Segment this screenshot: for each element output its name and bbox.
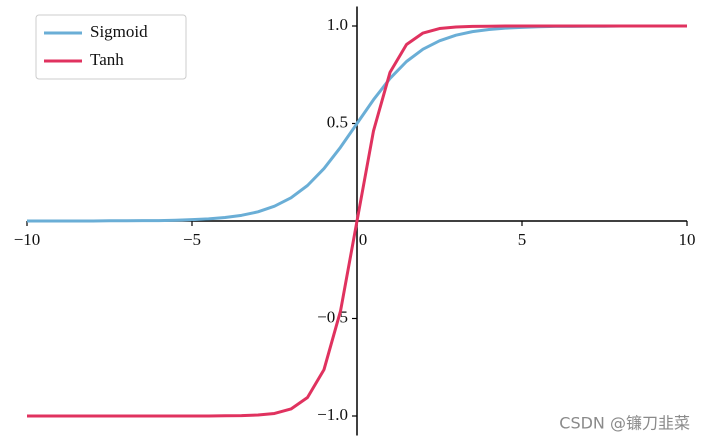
x-tick-label: −5	[183, 230, 201, 249]
y-tick-label: 0.5	[327, 112, 348, 131]
y-tick-label: −0.5	[317, 307, 348, 326]
line-series	[27, 24, 687, 418]
y-tick-label: 1.0	[327, 15, 348, 34]
x-tick-label: −10	[14, 230, 41, 249]
legend-label: Tanh	[90, 50, 124, 69]
x-tick-label: 0	[359, 230, 368, 249]
x-tick-label: 5	[518, 230, 527, 249]
y-tick-label: −1.0	[317, 405, 348, 424]
watermark: CSDN @镰刀韭菜	[559, 414, 690, 433]
legend-label: Sigmoid	[90, 22, 148, 41]
x-tick-label: 10	[679, 230, 696, 249]
legend-box	[35, 14, 187, 80]
